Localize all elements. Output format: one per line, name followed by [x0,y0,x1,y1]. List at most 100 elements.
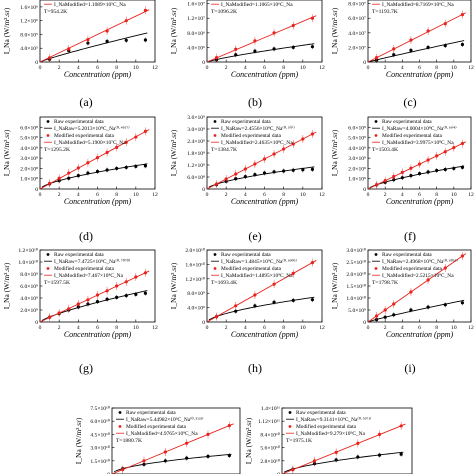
legend-mod-label: Modified experimental data [382,132,442,139]
modified-data-point [409,166,413,170]
x-tick-label: 4 [77,325,80,331]
modified-fit-line [206,15,317,63]
raw-data-point [291,168,295,172]
y-tick-label: 2.4×10⁹ [187,139,205,145]
raw-data-point [460,165,465,169]
y-tick-label: 1.0×10¹⁰ [346,295,366,302]
modified-data-point [185,441,189,445]
modified-data-point [409,290,413,294]
legend-mod-marker [118,425,122,428]
y-axis-label: I_Na (W/m².sr) [2,262,11,309]
legend-mod-fit: I_NaModified=7.467×10⁸C_Na [54,272,124,279]
legend-mod-fit: I_NaModified=3.9975×10⁸C_Na [382,139,454,146]
x-tick-label: 0 [206,65,209,71]
y-axis-label: I_Na (W/m².sr) [330,7,339,54]
modified-data-point [310,132,315,136]
raw-data-point [356,455,360,459]
x-tick-label: 2 [384,65,387,71]
raw-data-point [310,167,315,171]
legend-mod-fit: I_NaModified=8.7169×10⁶C_Na [382,1,454,8]
y-tick-label: 4.0×10⁷ [348,31,366,37]
modified-data-point [301,137,305,141]
legend-mod-label: Modified experimental data [54,132,114,139]
modified-data-point [272,152,276,156]
x-tick-label: 0 [367,65,370,71]
y-axis-label: I_Na (W/m².sr) [244,417,253,464]
y-tick-label: 1.2×10⁶ [20,19,38,25]
modified-fit-line [206,260,317,323]
legend-mod-marker [374,134,378,137]
modified-data-point [383,308,387,312]
legend-raw-label: Raw experimental data [54,119,104,125]
legend-mod-fit: I_NaModified=1.1065×10⁶C_Na [221,1,293,8]
raw-data-point [377,453,382,457]
raw-fit-curve [208,166,315,188]
legend-mod-fit: I_NaModified=2.5215×10⁹C_Na [382,272,454,279]
legend-raw-fit: I_NaRaw=2.4968×10⁹C_Na⁽⁰·⁶⁰⁵⁵⁾ [382,259,458,265]
chart-panel-d: 0 1.0×10⁸ 2.0×10⁸ 3.0×10⁸ 4.0×10⁸ 5.0×10⁸ 6.0×… [2,116,158,243]
modified-data-point [253,39,257,43]
panel-label: (g) [79,361,93,375]
raw-data-point [392,53,396,57]
temperature-label: T=1096.2K [211,9,237,15]
modified-data-point [374,56,379,60]
raw-data-point [185,456,189,460]
x-tick-label: 2 [384,192,387,198]
raw-data-point [76,174,80,178]
modified-data-point [253,162,257,166]
y-tick-label: 6.0×10⁹ [20,284,38,290]
modified-data-point [272,31,276,35]
x-axis-label: Concentration (ppm) [64,70,132,79]
raw-data-point [143,291,148,295]
raw-data-point [400,176,404,180]
raw-data-point [452,166,456,171]
x-tick-label: 12 [468,192,474,198]
legend-raw-fit: I_NaRaw=9.3141×10⁹C_Na⁽⁰·⁵⁹⁷¹⁾ [296,417,371,423]
raw-data-point [234,177,238,181]
raw-fit-curve [41,163,148,188]
y-tick-label: 0 [202,60,205,66]
x-tick-label: 2 [225,192,228,198]
raw-data-point [67,176,71,180]
x-tick-label: 10 [133,325,139,331]
y-tick-label: 1.5×10¹⁰ [90,458,110,465]
x-tick-label: 12 [152,325,158,331]
raw-data-point [443,43,447,48]
modified-data-point [234,172,238,176]
x-tick-label: 12 [152,192,158,198]
y-tick-label: 6.0×10⁹ [348,125,366,131]
raw-data-point [426,170,430,174]
panel-label: (f) [404,229,416,243]
modified-data-point [400,170,404,174]
y-tick-label: 0 [202,187,205,193]
chart-panel-h: 0 4.0×10⁹ 8.0×10⁹ 1.2×10¹⁰ 1.6×10¹⁰ 2.0×10¹⁰ 0… [169,247,325,375]
raw-data-point [272,170,276,174]
raw-data-point [310,45,315,49]
modified-data-point [443,22,447,26]
legend-raw-fit: I_NaRaw=2.4556×10⁸C_Na⁽⁰·⁵ⁱ⁵ⁱ⁾ [221,125,295,132]
y-tick-label: 5.0×10⁸ [20,136,38,142]
x-tick-label: 8 [435,325,438,331]
raw-data-point [234,309,238,313]
legend-mod-marker [213,267,217,270]
modified-data-point [124,140,128,144]
legend-mod-label: Modified experimental data [221,132,281,139]
x-tick-label: 2 [384,325,387,331]
raw-data-point [243,175,247,179]
raw-fit-curve [41,290,148,321]
y-tick-label: 0 [277,472,280,474]
y-tick-label: 6.0×10⁸ [20,125,38,131]
modified-data-point [105,150,109,155]
x-tick-label: 12 [319,65,325,71]
legend-mod-label: Modified experimental data [54,265,114,272]
y-tick-label: 1.0×10¹⁰ [18,259,38,266]
modified-fit-line [39,9,150,63]
modified-data-point [76,166,80,170]
x-axis-label: Concentration (ppm) [64,330,132,339]
raw-data-point [253,304,257,308]
y-axis-label: I_Na (W/m².sr) [169,262,178,309]
raw-data-point [282,169,286,173]
modified-data-point [143,129,148,133]
x-tick-label: 4 [401,325,404,331]
legend-mod-label: Modified experimental data [126,423,186,430]
